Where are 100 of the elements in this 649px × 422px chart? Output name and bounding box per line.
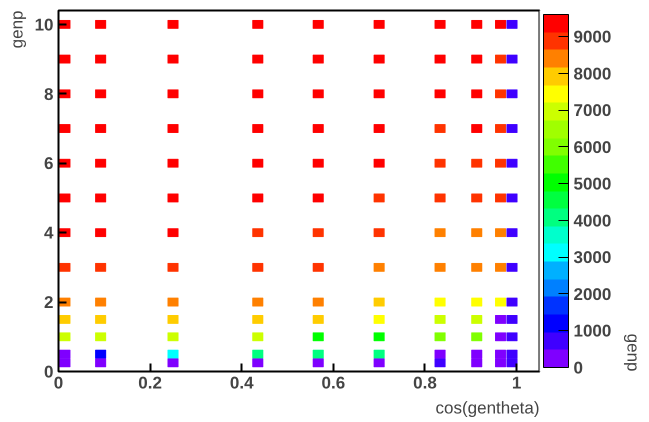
- point: [168, 89, 179, 98]
- y-tick-label: 6: [44, 154, 54, 174]
- point: [374, 20, 385, 29]
- point: [374, 54, 385, 64]
- point: [168, 358, 179, 368]
- color-bar-label: 9000: [574, 28, 612, 47]
- color-bar-label: 6000: [574, 138, 612, 157]
- point: [374, 158, 385, 168]
- y-tick-label: 4: [44, 224, 54, 243]
- x-tick-label: 0.6: [322, 374, 346, 392]
- point: [168, 262, 179, 272]
- x-axis-title: cos(gentheta): [436, 398, 540, 418]
- point: [471, 124, 482, 133]
- point: [312, 350, 324, 359]
- y-tick-label: 8: [44, 84, 54, 104]
- point: [168, 332, 179, 342]
- point: [252, 262, 264, 272]
- color-bar-title: genp: [624, 334, 642, 372]
- point: [59, 350, 70, 359]
- color-bar-label: 1000: [574, 322, 612, 341]
- point: [168, 54, 179, 64]
- point: [434, 54, 446, 64]
- point: [506, 20, 518, 29]
- y-axis-title: genp: [8, 10, 26, 48]
- point: [506, 228, 518, 238]
- color-bar-label: 0: [574, 358, 583, 378]
- point: [252, 89, 264, 98]
- point: [506, 298, 518, 306]
- color-bar-label: 2000: [574, 284, 612, 304]
- point: [312, 54, 324, 64]
- point: [95, 315, 106, 324]
- point: [95, 89, 106, 98]
- point: [95, 350, 106, 359]
- point: [95, 194, 106, 202]
- point: [95, 20, 106, 29]
- point: [374, 89, 385, 98]
- point: [471, 350, 482, 359]
- point: [434, 298, 446, 306]
- color-bar-label: 3000: [574, 248, 612, 268]
- color-bar-label: 4000: [574, 211, 612, 230]
- point: [471, 358, 482, 368]
- point: [471, 332, 482, 342]
- point: [95, 54, 106, 64]
- color-bar-label: 8000: [574, 64, 612, 84]
- point: [168, 194, 179, 202]
- color-bar-label: 5000: [574, 174, 612, 194]
- point: [95, 358, 106, 368]
- point: [434, 89, 446, 98]
- point: [59, 54, 70, 64]
- x-tick-label: 0.8: [413, 374, 437, 392]
- point: [506, 332, 518, 342]
- point: [168, 158, 179, 168]
- point: [506, 315, 518, 324]
- point: [312, 124, 324, 133]
- point: [168, 350, 179, 359]
- point: [312, 332, 324, 342]
- point: [59, 358, 70, 368]
- point: [506, 350, 518, 359]
- point: [252, 358, 264, 368]
- point: [252, 194, 264, 202]
- point: [506, 89, 518, 98]
- point: [506, 158, 518, 168]
- point: [252, 350, 264, 359]
- point: [434, 350, 446, 359]
- point: [95, 158, 106, 168]
- point: [59, 315, 70, 324]
- point: [312, 89, 324, 98]
- point: [252, 124, 264, 133]
- point: [495, 298, 506, 306]
- point: [495, 350, 506, 359]
- x-tick-label: 1: [512, 374, 522, 392]
- point: [168, 20, 179, 29]
- point: [168, 315, 179, 324]
- point: [374, 315, 385, 324]
- point: [434, 358, 446, 368]
- point: [312, 20, 324, 29]
- point: [471, 298, 482, 306]
- point: [374, 124, 385, 133]
- point: [59, 262, 70, 272]
- point: [471, 20, 482, 29]
- point: [252, 298, 264, 306]
- point: [59, 124, 70, 133]
- point: [59, 332, 70, 342]
- point: [374, 358, 385, 368]
- point: [252, 20, 264, 29]
- point: [495, 20, 506, 29]
- point: [506, 262, 518, 272]
- point: [471, 54, 482, 64]
- point: [374, 332, 385, 342]
- point: [95, 124, 106, 133]
- point: [434, 332, 446, 342]
- point: [471, 89, 482, 98]
- y-tick-label: 10: [34, 15, 54, 34]
- point: [506, 124, 518, 133]
- point: [95, 298, 106, 306]
- point: [312, 158, 324, 168]
- point: [374, 350, 385, 359]
- point: [312, 194, 324, 202]
- point: [312, 358, 324, 368]
- point: [312, 262, 324, 272]
